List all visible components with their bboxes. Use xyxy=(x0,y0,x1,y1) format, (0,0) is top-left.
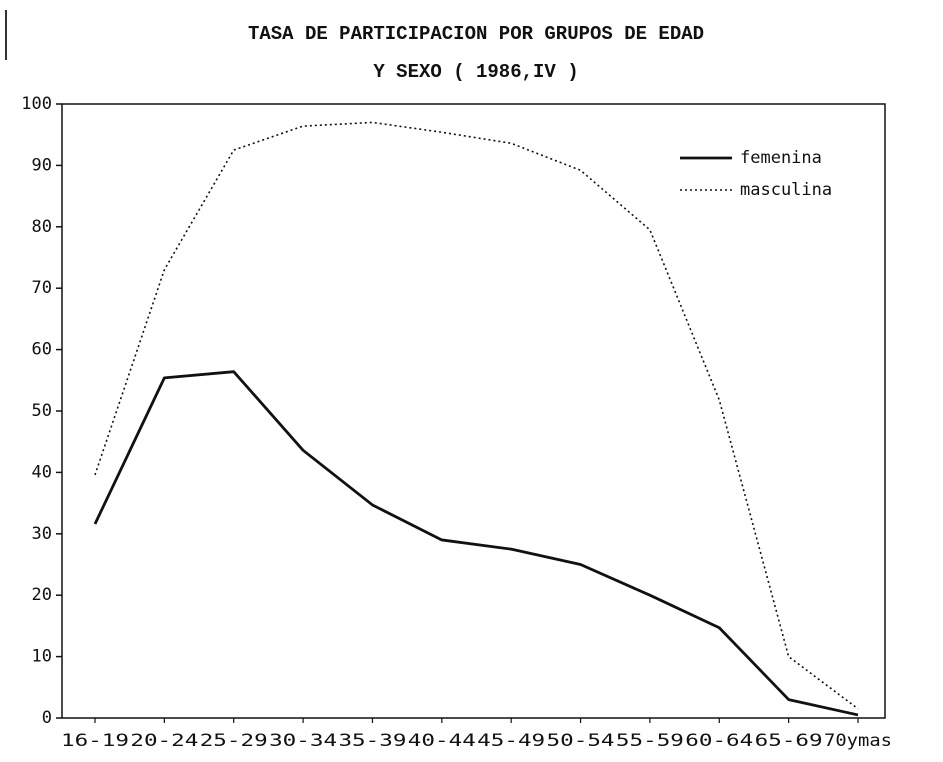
x-tick-label: 30-34 xyxy=(269,731,337,751)
y-tick-label: 20 xyxy=(32,585,52,605)
y-tick-label: 0 xyxy=(42,708,52,728)
y-tick-label: 60 xyxy=(32,340,52,360)
x-tick-label: 55-59 xyxy=(616,731,684,751)
x-tick-label: 25-29 xyxy=(200,731,268,751)
x-tick-label: 35-39 xyxy=(338,731,406,751)
x-tick-label: 50-54 xyxy=(547,731,615,751)
x-tick-label: 45-49 xyxy=(477,731,545,751)
x-tick-label: 16-19 xyxy=(61,731,129,751)
y-tick-label: 10 xyxy=(32,647,52,667)
data-line xyxy=(93,370,859,717)
y-tick-label: 100 xyxy=(21,94,52,114)
legend-label: femenina xyxy=(740,148,822,168)
y-tick-label: 80 xyxy=(32,217,52,237)
y-tick-label: 70 xyxy=(32,278,52,298)
y-tick-label: 30 xyxy=(32,524,52,544)
chart-subtitle: Y SEXO ( 1986,IV ) xyxy=(373,61,578,83)
legend-label: masculina xyxy=(740,180,832,200)
x-tick-label: 65-69 xyxy=(755,731,823,751)
y-tick-label: 50 xyxy=(32,401,52,421)
x-tick-label: 70ymas xyxy=(824,731,892,751)
data-line xyxy=(94,121,859,710)
x-tick-label: 60-64 xyxy=(685,731,753,751)
y-tick-label: 90 xyxy=(32,155,52,175)
x-tick-label: 20-24 xyxy=(130,731,198,751)
x-tick-label: 40-44 xyxy=(408,731,476,751)
chart-title: TASA DE PARTICIPACION POR GRUPOS DE EDAD xyxy=(248,23,704,45)
y-tick-label: 40 xyxy=(32,462,52,482)
